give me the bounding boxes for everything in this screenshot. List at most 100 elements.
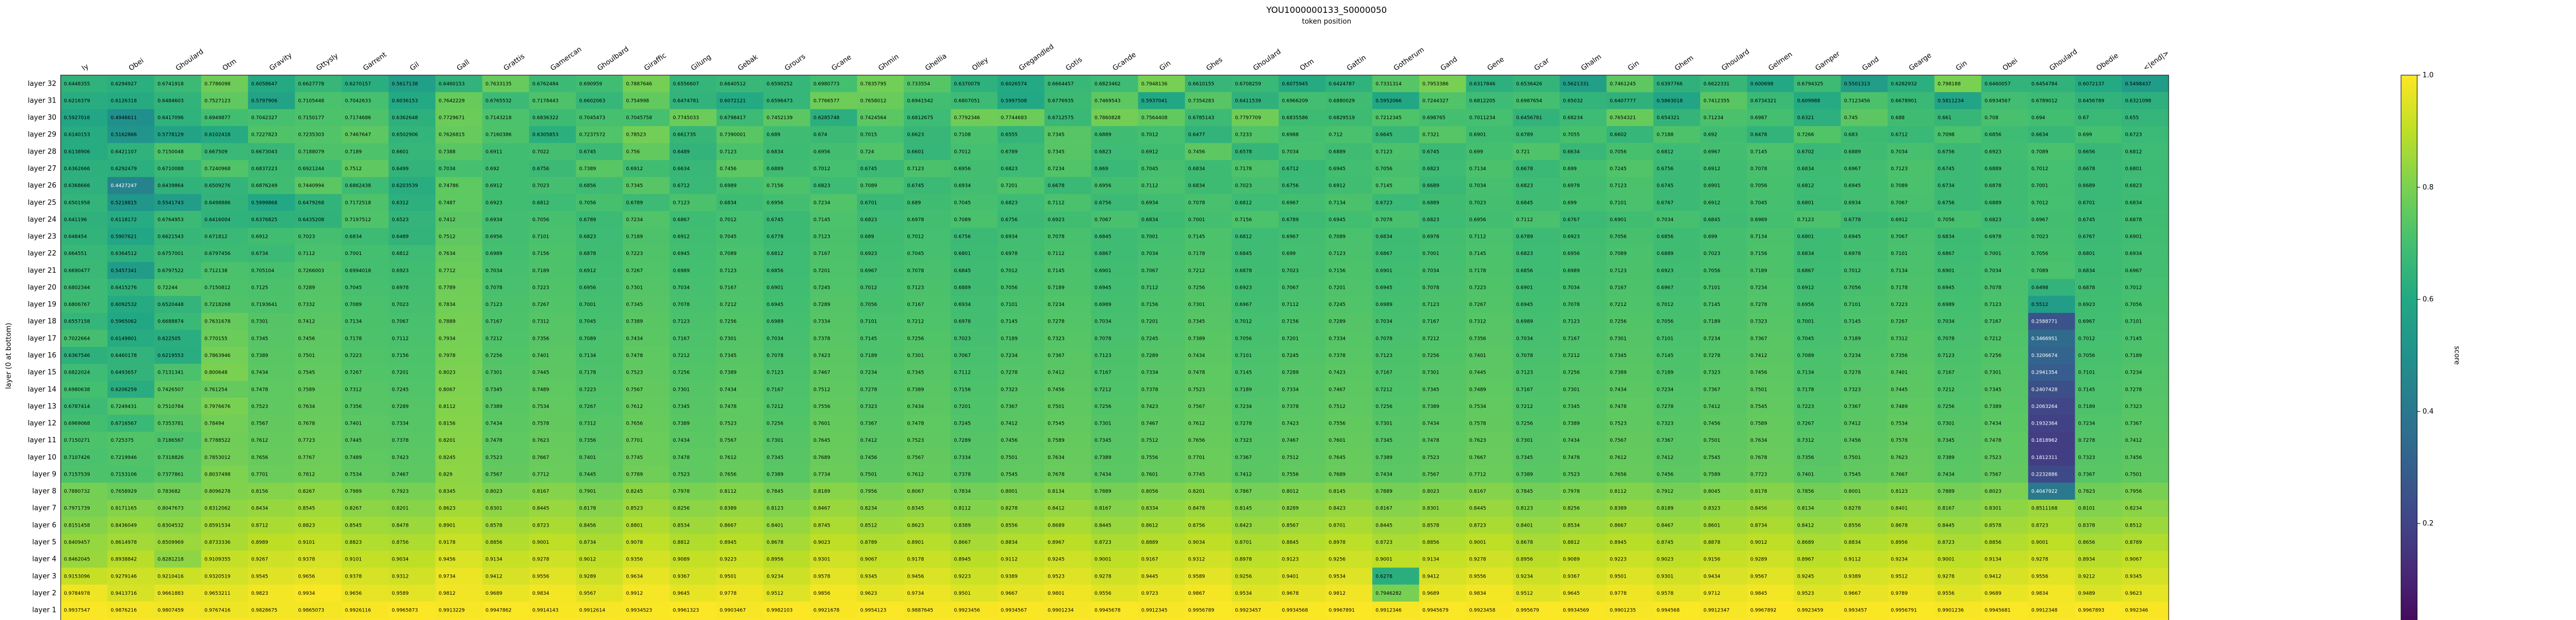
cell-value-label: 0.7434 xyxy=(1375,472,1393,477)
cell-value-label: 0.6945 xyxy=(1844,184,1861,189)
cell-value-label: 0.7160386 xyxy=(486,133,512,138)
cell-value-label: 0.6934 xyxy=(1844,200,1861,206)
cell-value-label: 0.7301 xyxy=(626,285,643,290)
heatmap-cell xyxy=(1466,92,1513,110)
heatmap-cell xyxy=(1278,160,1326,178)
cell-value-label: 0.6834 xyxy=(1375,235,1393,240)
heatmap-cell xyxy=(482,75,530,92)
cell-value-label: 0.6834 xyxy=(1141,217,1159,223)
cell-value-label: 0.6767 xyxy=(2078,235,2095,240)
cell-value-label: 0.9903467 xyxy=(720,608,746,614)
cell-value-label: 0.7390001 xyxy=(720,133,746,138)
heatmap-cell xyxy=(107,211,155,229)
cell-value-label: 0.6823 xyxy=(1422,217,1439,223)
column-label: Ghoulard xyxy=(1720,48,1751,72)
cell-value-label: 0.7578 xyxy=(532,421,550,427)
cell-value-label: 0.6734 xyxy=(1938,184,1955,189)
cell-value-label: 0.6678 xyxy=(2078,166,2095,172)
cell-value-label: 0.7301 xyxy=(1985,370,2002,376)
cell-value-label: 0.7478 xyxy=(251,387,268,392)
cell-value-label: 0.9956791 xyxy=(1891,608,1917,614)
heatmap-cell xyxy=(1372,143,1419,161)
cell-value-label: 0.6812 xyxy=(1657,149,1674,155)
cell-value-label: 0.7642229 xyxy=(438,98,465,104)
heatmap-cell xyxy=(1232,143,1279,161)
cell-value-label: 0.7567 xyxy=(486,472,503,477)
heatmap-cell xyxy=(201,211,248,229)
cell-value-label: 0.9784978 xyxy=(64,591,90,596)
cell-value-label: 0.6460153 xyxy=(438,82,465,87)
cell-value-label: 0.6723 xyxy=(1375,200,1393,206)
cell-value-label: 0.6794325 xyxy=(1797,82,1824,87)
cell-value-label: 0.6321098 xyxy=(2125,98,2151,104)
heatmap-cell xyxy=(61,92,108,110)
cell-value-label: 0.8023 xyxy=(1422,489,1439,494)
cell-value-label: 0.7212 xyxy=(1516,404,1533,410)
heatmap-cell xyxy=(1840,126,1888,143)
heatmap-cell xyxy=(1606,143,1654,161)
cell-value-label: 0.9123 xyxy=(1282,557,1299,563)
heatmap-cell xyxy=(857,75,904,92)
cell-value-label: 0.9245 xyxy=(1797,574,1814,579)
cell-value-label: 0.9234 xyxy=(766,574,784,579)
cell-value-label: 0.7712 xyxy=(1469,472,1487,477)
cell-value-label: 0.641196 xyxy=(64,217,87,223)
cell-value-label: 0.9289 xyxy=(1750,557,1767,563)
cell-value-label: 0.6989 xyxy=(1094,302,1111,308)
cell-value-label: 0.7745 xyxy=(626,455,643,461)
heatmap-cell xyxy=(1747,194,1794,211)
cell-value-label: 0.7156 xyxy=(532,251,550,257)
cell-value-label: 0.7289 xyxy=(954,438,971,443)
cell-value-label: 0.8112 xyxy=(1610,489,1627,494)
cell-value-label: 0.8145 xyxy=(1329,489,1346,494)
heatmap-cell xyxy=(295,126,342,143)
cell-value-label: 0.6856 xyxy=(766,268,784,274)
cell-value-label: 0.7423 xyxy=(1141,404,1159,410)
cell-value-label: 0.7623 xyxy=(532,438,550,443)
cell-value-label: 0.7045 xyxy=(345,285,362,290)
cell-value-label: 0.7188 xyxy=(1657,133,1674,138)
heatmap-cell xyxy=(810,160,858,178)
heatmap-cell xyxy=(810,177,858,194)
cell-value-label: 0.6969068 xyxy=(64,421,90,427)
cell-value-label: 0.6102418 xyxy=(204,133,231,138)
heatmap-cell xyxy=(1887,143,1935,161)
heatmap-cell xyxy=(1372,177,1419,194)
heatmap-cell xyxy=(1560,126,1607,143)
cell-value-label: 0.7223 xyxy=(1891,302,1908,308)
cell-value-label: 0.6934 xyxy=(954,302,971,308)
cell-value-label: 0.7045 xyxy=(1797,336,1814,341)
cell-value-label: 0.9876216 xyxy=(111,608,137,614)
cell-value-label: 0.7863946 xyxy=(204,353,231,359)
cell-value-label: 0.7501 xyxy=(1750,387,1767,392)
cell-value-label: 0.7156 xyxy=(392,353,409,359)
cell-value-label: 0.6967 xyxy=(2078,319,2095,325)
cell-value-label: 0.7345 xyxy=(251,336,268,341)
cell-value-label: 0.7034 xyxy=(1469,184,1487,189)
cell-value-label: 0.6923 xyxy=(1563,235,1580,240)
cell-value-label: 0.7301 xyxy=(1375,421,1393,427)
cell-value-label: 0.7389 xyxy=(1094,455,1111,461)
cell-value-label: 0.699 xyxy=(1563,200,1577,206)
heatmap-cell xyxy=(482,92,530,110)
cell-value-label: 0.6756 xyxy=(1657,166,1674,172)
cell-value-label: 0.7589 xyxy=(1703,472,1721,477)
cell-value-label: 0.7012 xyxy=(2125,285,2142,290)
cell-value-label: 0.6980638 xyxy=(64,387,90,392)
cell-value-label: 0.7345 xyxy=(766,455,784,461)
cell-value-label: 0.7212 xyxy=(1422,336,1439,341)
cell-value-label: 0.6835586 xyxy=(1282,115,1308,121)
cell-value-label: 0.7189 xyxy=(2125,353,2142,359)
colorbar-tick-label: 1.0 xyxy=(2423,71,2434,79)
cell-value-label: 0.6778 xyxy=(766,235,784,240)
cell-value-label: 0.6845 xyxy=(1703,217,1721,223)
cell-value-label: 0.692 xyxy=(486,166,500,172)
cell-value-label: 0.6797522 xyxy=(158,268,184,274)
cell-value-label: 0.9412 xyxy=(1422,574,1439,579)
cell-value-label: 0.9412 xyxy=(486,574,503,579)
cell-value-label: 0.7589 xyxy=(298,387,315,392)
cell-value-label: 0.6118172 xyxy=(111,217,137,223)
heatmap-cell xyxy=(154,160,202,178)
cell-value-label: 0.6945 xyxy=(1375,285,1393,290)
cell-value-label: 0.9501 xyxy=(1610,574,1627,579)
